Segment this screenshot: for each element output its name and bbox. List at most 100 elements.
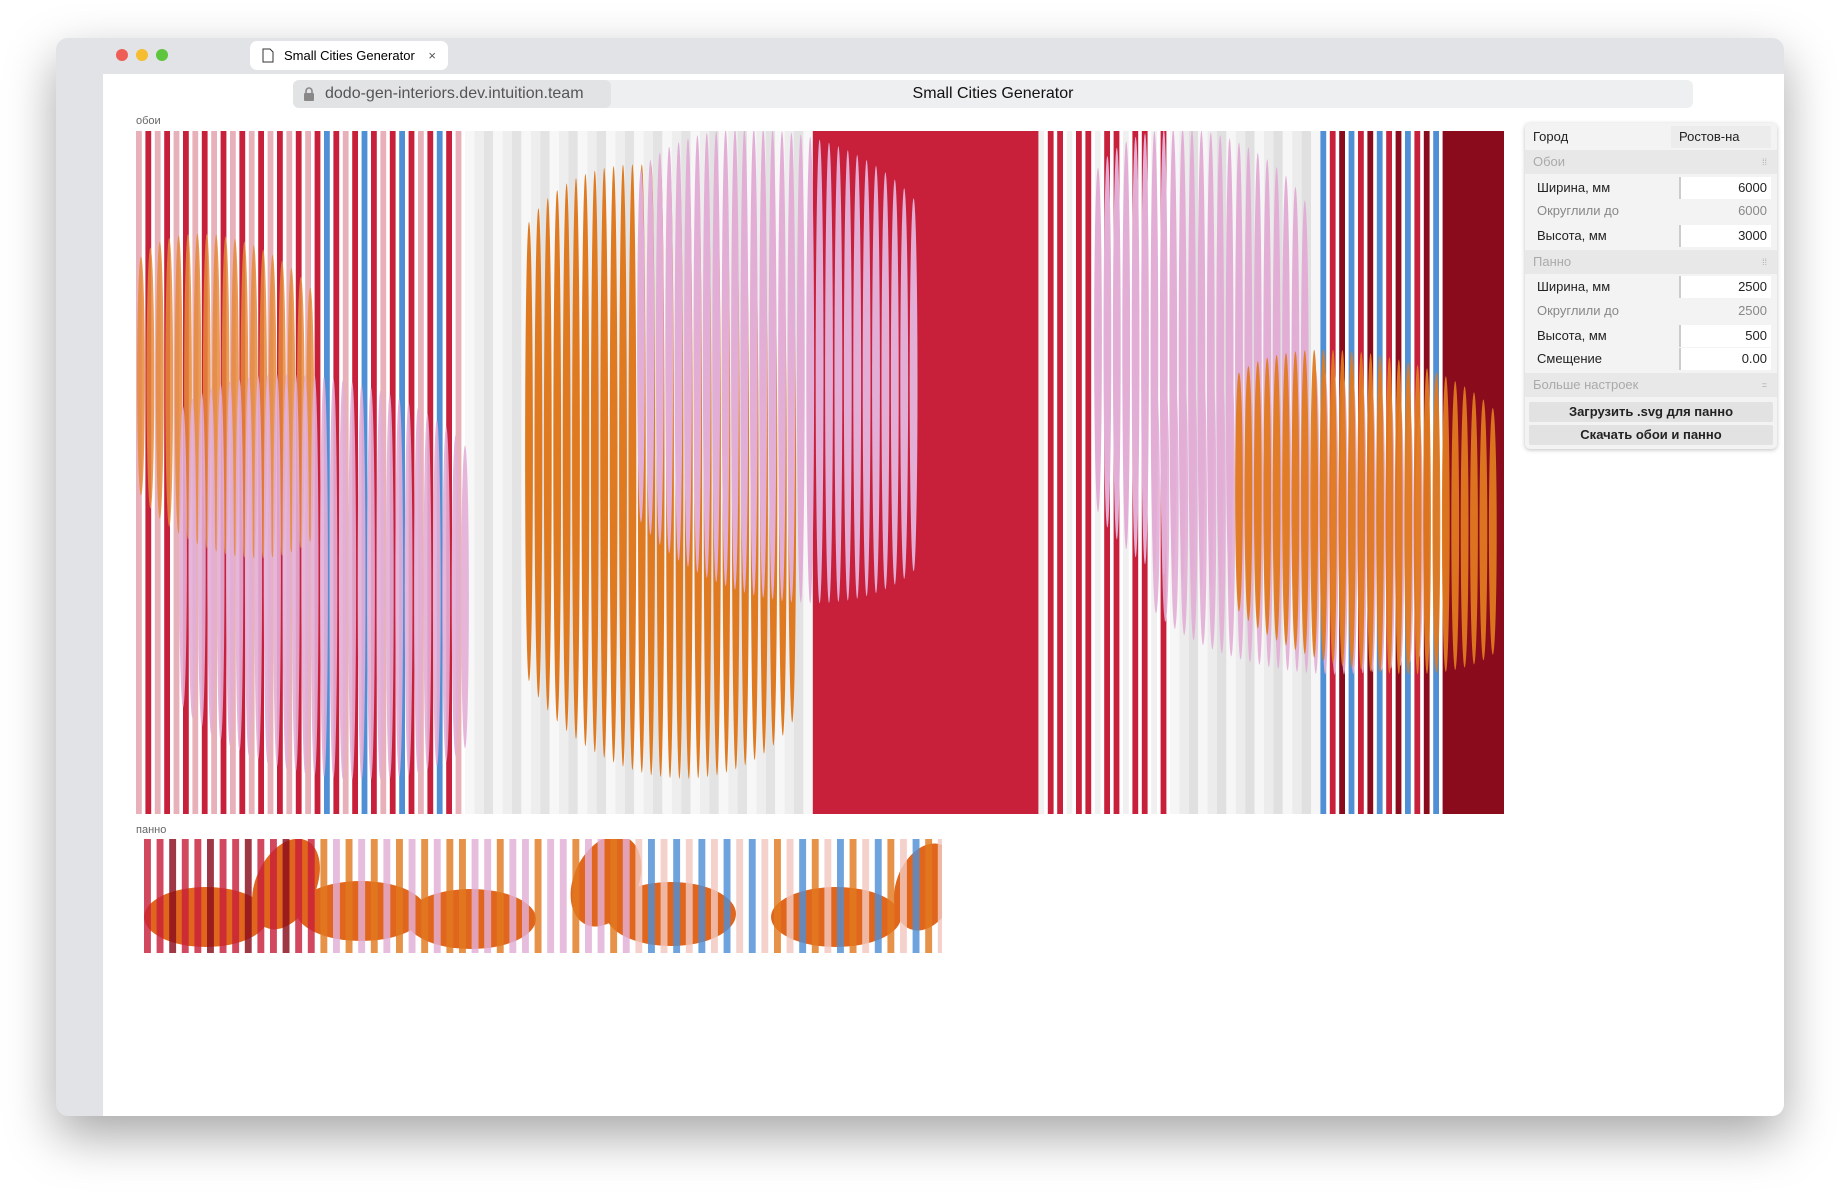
blob-slice [1244, 366, 1253, 621]
panel-stripe [748, 839, 756, 953]
panel-stripe [207, 839, 214, 953]
blob-slice [1152, 383, 1160, 614]
panel-stripe [496, 839, 504, 953]
blob-slice [628, 164, 637, 771]
blob-slice [674, 142, 683, 561]
blob-slice [273, 374, 281, 767]
stripe [493, 131, 503, 814]
field-row: Смещение 0.00 [1531, 348, 1771, 370]
panel-stripe [408, 839, 416, 953]
wallpaper-label: обои [136, 115, 161, 127]
blob-slice [197, 392, 206, 727]
blob-slice [461, 445, 469, 749]
section-header[interactable]: Панно ⁞⁞ [1525, 250, 1777, 274]
download-button[interactable]: Скачать обои и панно [1529, 425, 1773, 445]
stripe [465, 131, 475, 814]
field-input[interactable]: 0.00 [1679, 348, 1771, 370]
field-input[interactable]: 2500 [1679, 276, 1771, 298]
blob-slice [721, 131, 730, 587]
blob-slice [282, 374, 291, 769]
panel-stripe [370, 839, 378, 953]
stripe [502, 131, 512, 814]
blob-slice [1310, 349, 1319, 658]
panel-stripe [156, 839, 164, 953]
blob-slice [385, 394, 394, 779]
blob-slice [731, 131, 739, 590]
blob-slice [553, 190, 562, 722]
blob-slice [525, 222, 533, 681]
blob-slice [1357, 352, 1366, 670]
blob-slice [376, 390, 385, 780]
city-select[interactable]: Ростов-на [1671, 126, 1771, 148]
blob-slice [1131, 136, 1140, 558]
blob-slice [843, 150, 852, 601]
blob-slice [1141, 133, 1149, 565]
panel-stripe [509, 839, 517, 953]
stripe [436, 131, 443, 814]
panel-label: панно [136, 824, 167, 836]
tab-close[interactable]: × [428, 48, 436, 63]
blob-slice [1413, 365, 1422, 675]
section-title: Панно [1533, 254, 1572, 269]
field-row: Округлили до 2500 [1531, 300, 1771, 322]
blob-slice [1217, 363, 1226, 654]
stripe [1076, 131, 1082, 814]
panel-stripe [862, 839, 870, 953]
blob-slice [778, 131, 786, 602]
panel-stripe [345, 839, 353, 953]
zoom-button[interactable] [156, 49, 168, 61]
stripe [483, 131, 494, 814]
tab-title: Small Cities Generator [284, 48, 415, 63]
blob-slice [572, 178, 580, 739]
stripe [1066, 131, 1073, 814]
panel-stripe [194, 839, 202, 953]
panel-stripe [307, 839, 315, 953]
field-value: 6000 [1738, 203, 1767, 218]
blob-slice [796, 134, 805, 603]
blob-slice [759, 131, 768, 598]
blob-slice [1423, 368, 1431, 674]
minimize-button[interactable] [136, 49, 148, 61]
field-input[interactable]: 500 [1679, 325, 1771, 347]
blob-slice [562, 183, 571, 731]
section-title: Обои [1533, 154, 1566, 169]
blob-slice [1329, 349, 1337, 664]
city-row: Город Ростов-на [1531, 126, 1771, 148]
stripe [1057, 131, 1063, 814]
blob-slice [244, 377, 253, 756]
blob-slice [815, 139, 824, 604]
panel-stripe [723, 839, 731, 953]
blob-slice [155, 241, 164, 519]
panel-stripe [685, 839, 693, 953]
field-label: Смещение [1537, 351, 1603, 366]
address-bar[interactable]: dodo-gen-interiors.dev.intuition.team Sm… [293, 80, 1693, 108]
blob-slice [226, 381, 234, 746]
blob-slice [1094, 168, 1102, 512]
blob-slice [590, 170, 599, 753]
panel-stripe [282, 839, 290, 953]
page-icon [262, 48, 274, 63]
field-row: Округлили до 6000 [1531, 200, 1771, 222]
blob-slice [581, 173, 590, 747]
panel-stripe [459, 839, 466, 953]
section-header[interactable]: Больше настроек = [1525, 373, 1777, 397]
blob-slice [1394, 359, 1403, 675]
blob-slice [853, 154, 862, 599]
panel-stripe [597, 839, 605, 953]
field-input[interactable]: 3000 [1679, 225, 1771, 247]
upload-button[interactable]: Загрузить .svg для панно [1529, 402, 1773, 422]
field-input[interactable]: 6000 [1679, 177, 1771, 199]
blob-slice [179, 406, 187, 708]
blob-slice [609, 166, 618, 763]
panel-stripe [824, 839, 832, 953]
panel-stripe [181, 839, 189, 953]
section-header[interactable]: Обои ⁞⁞ [1525, 150, 1777, 174]
wallpaper-art [136, 131, 1504, 814]
panel-stripe [522, 839, 529, 953]
panel-stripe [572, 839, 580, 953]
close-button[interactable] [116, 49, 128, 61]
panel-stripe [622, 839, 630, 953]
tab[interactable]: Small Cities Generator × [250, 41, 448, 70]
blob-slice [1460, 386, 1469, 668]
